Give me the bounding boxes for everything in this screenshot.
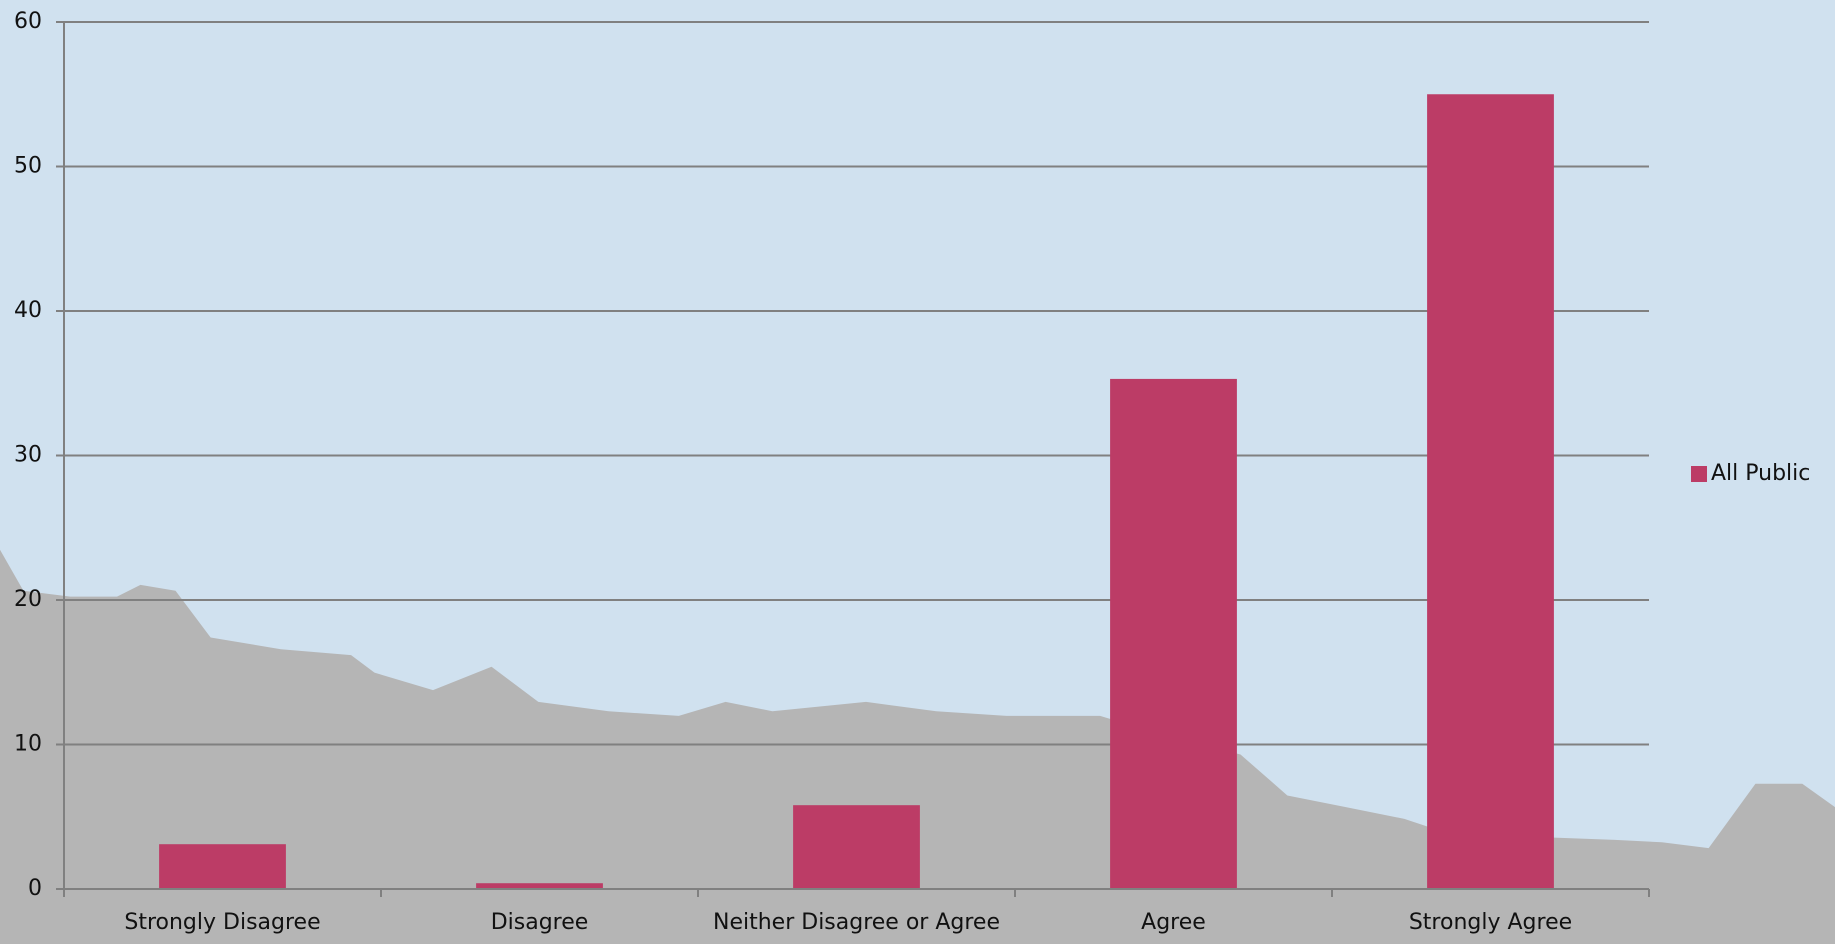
bar xyxy=(793,805,920,889)
x-tick-label: Disagree xyxy=(491,910,589,935)
y-tick-label: 20 xyxy=(14,587,42,612)
y-tick-label: 50 xyxy=(14,154,42,179)
x-tick-label: Strongly Disagree xyxy=(124,910,320,935)
y-tick-label: 10 xyxy=(14,732,42,757)
legend-label: All Public xyxy=(1711,461,1810,486)
bar xyxy=(1110,378,1237,889)
x-tick-label: Neither Disagree or Agree xyxy=(713,910,1000,935)
y-tick-label: 30 xyxy=(14,443,42,468)
x-tick-label: Strongly Agree xyxy=(1409,910,1572,935)
y-tick-label: 40 xyxy=(14,298,42,323)
landscape-silhouette xyxy=(0,549,1835,944)
x-tick-label: Agree xyxy=(1141,910,1206,935)
bar xyxy=(159,844,286,889)
legend-swatch xyxy=(1691,466,1707,482)
y-tick-label: 0 xyxy=(28,876,42,901)
y-tick-label: 60 xyxy=(14,9,42,34)
bar xyxy=(476,883,603,889)
bar xyxy=(1427,94,1554,889)
